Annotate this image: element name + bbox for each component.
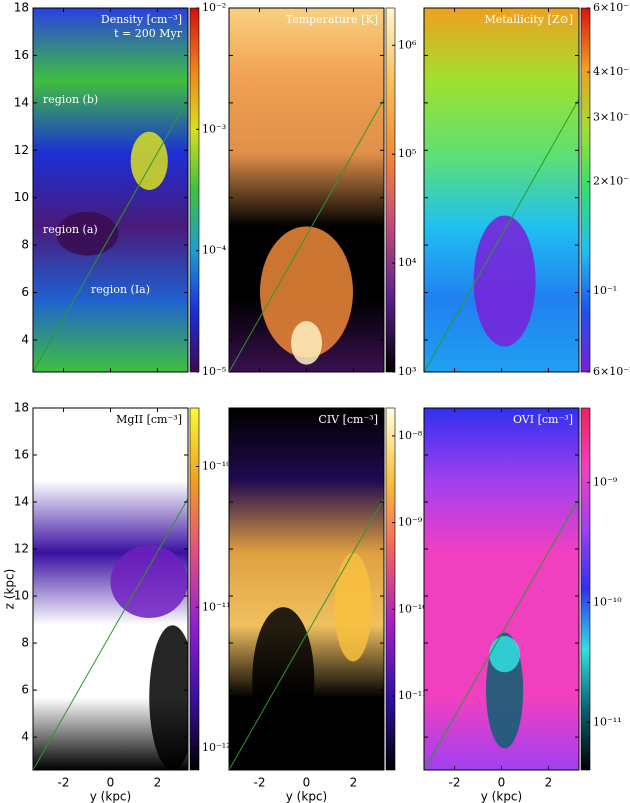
panel-title: OVI [cm⁻³] (513, 413, 573, 426)
colorbar-tick-label: 6×10⁻² (593, 365, 630, 378)
y-axis-label: z (kpc) (3, 569, 17, 610)
colorbar-tick-label: 10⁻¹ (593, 284, 617, 297)
colorbar-tick-label: 10⁻¹¹ (202, 600, 231, 613)
colorbar-tick-label: 10⁻¹¹ (593, 715, 622, 728)
colorbar-tick-label: 10⁻¹¹ (398, 689, 427, 702)
sightline (33, 498, 188, 770)
colorbar (385, 7, 396, 373)
y-tick-label: 14 (14, 495, 29, 509)
image-feature (130, 131, 168, 191)
image (33, 8, 188, 372)
y-tick-label: 18 (14, 401, 29, 415)
image-feature (473, 215, 536, 347)
colorbar-tick-label: 10⁻⁵ (202, 365, 226, 378)
x-tick-label: 0 (107, 776, 115, 790)
sightline (424, 498, 579, 770)
colorbar-tick-label: 10⁵ (398, 147, 416, 160)
y-tick-label: 10 (14, 589, 29, 603)
colorbar-tick-label: 2×10⁻¹ (593, 175, 630, 188)
image (424, 408, 579, 770)
sightline (229, 498, 384, 770)
colorbar-tick-label: 10⁻¹⁰ (593, 595, 622, 608)
colorbar-tick-label: 3×10⁻¹ (593, 111, 630, 124)
x-tick-label: 2 (154, 776, 162, 790)
y-tick-label: 6 (21, 285, 29, 299)
colorbar (580, 7, 591, 373)
annotation: region (b) (43, 93, 98, 106)
colorbar-tick-label: 10⁻¹² (202, 741, 231, 754)
image-feature (56, 211, 119, 256)
image-feature (252, 607, 315, 752)
sightline (424, 98, 579, 372)
x-tick-label: 0 (303, 776, 311, 790)
colorbar-tick-label: 6×10⁻¹ (593, 1, 630, 14)
y-tick-label: 8 (21, 636, 29, 650)
image-feature (110, 545, 188, 618)
colorbar-tick-label: 10⁴ (398, 256, 417, 269)
x-tick-label: -2 (254, 776, 266, 790)
panel-title: Temperature [K] (286, 13, 378, 26)
colorbar (580, 407, 591, 771)
image-feature (334, 552, 372, 662)
y-tick-label: 16 (14, 48, 29, 62)
sightline (33, 98, 188, 372)
y-tick-label: 12 (14, 143, 29, 157)
image (33, 408, 188, 770)
panel-title: Metallicity [Z⊙] (484, 13, 573, 26)
colorbar-tick-label: 10⁻¹⁰ (398, 602, 427, 615)
x-tick-label: 0 (498, 776, 506, 790)
y-tick-label: 10 (14, 190, 29, 204)
x-tick-label: -2 (449, 776, 461, 790)
image-background (33, 8, 188, 372)
panel-title: MgII [cm⁻³] (116, 413, 182, 426)
x-axis-label: y (kpc) (481, 790, 522, 803)
x-tick-label: 2 (350, 776, 358, 790)
colorbar-tick-label: 10⁻⁸ (398, 429, 423, 442)
colorbar (189, 407, 200, 771)
x-tick-label: -2 (58, 776, 70, 790)
x-tick-label: 2 (545, 776, 553, 790)
image-feature (291, 321, 322, 365)
image-feature (149, 625, 188, 770)
sightline (229, 98, 384, 372)
annotation: region (Ia) (91, 283, 150, 296)
y-tick-label: 18 (14, 1, 29, 15)
y-tick-label: 4 (21, 332, 29, 346)
image (424, 8, 579, 372)
y-tick-label: 6 (21, 683, 29, 697)
y-tick-label: 16 (14, 448, 29, 462)
y-tick-label: 14 (14, 95, 29, 109)
panel-title: Density [cm⁻³] (101, 13, 182, 26)
colorbar (189, 7, 200, 373)
colorbar-tick-label: 10⁻¹⁰ (202, 459, 231, 472)
panel-title: CIV [cm⁻³] (318, 413, 378, 426)
colorbar (385, 407, 396, 771)
panel-subtitle: t = 200 Myr (114, 27, 183, 40)
y-tick-label: 8 (21, 238, 29, 252)
colorbar-tick-label: 4×10⁻¹ (593, 65, 630, 78)
image-feature (260, 226, 353, 358)
colorbar-tick-label: 10⁻⁹ (593, 476, 618, 489)
colorbar-tick-label: 10⁻³ (202, 122, 226, 135)
colorbar-tick-label: 10⁻² (202, 1, 226, 14)
y-tick-label: 4 (21, 730, 29, 744)
annotation: region (a) (43, 223, 98, 236)
colorbar-tick-label: 10³ (398, 365, 416, 378)
image (229, 408, 384, 770)
x-axis-label: y (kpc) (286, 790, 327, 803)
colorbar-tick-label: 10⁻⁴ (202, 244, 227, 257)
colorbar-tick-label: 10⁻⁹ (398, 516, 423, 529)
colorbar-tick-label: 10⁶ (398, 38, 417, 51)
image (229, 8, 384, 372)
x-axis-label: y (kpc) (90, 790, 131, 803)
image-feature (489, 636, 521, 673)
y-tick-label: 12 (14, 542, 29, 556)
